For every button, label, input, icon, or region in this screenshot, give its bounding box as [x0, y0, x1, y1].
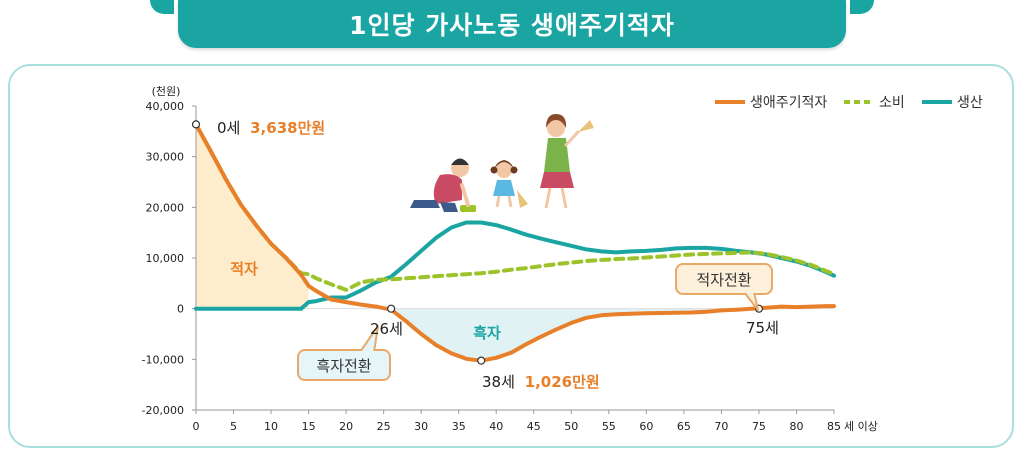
series-line-deficit — [194, 122, 836, 363]
deficit-return-age-label: 75세 — [746, 319, 779, 337]
x-tick-label: 25 — [377, 420, 391, 433]
surplus-turn-callout: 흑자전환 — [297, 325, 391, 381]
x-tick-label: 70 — [714, 420, 728, 433]
y-axis-unit-label: (천원) — [152, 84, 181, 98]
legend: 생애주기적자 소비 생산 — [715, 95, 983, 111]
x-tick-label: 5 — [230, 420, 237, 433]
mother-figure — [540, 114, 594, 209]
x-tick-label: 80 — [789, 420, 803, 433]
deficit-turn-callout: 적자전환 — [675, 263, 773, 311]
x-tick-label: 10 — [264, 420, 278, 433]
legend-label-production: 생산 — [957, 95, 983, 111]
legend-label-deficit: 생애주기적자 — [750, 95, 827, 111]
legend-item-deficit: 생애주기적자 — [715, 95, 827, 111]
x-tick-label: 50 — [564, 420, 578, 433]
title-tab-right — [850, 0, 874, 14]
legend-label-consumption: 소비 — [879, 95, 905, 111]
legend-item-consumption: 소비 — [844, 95, 905, 111]
annotation-point-2 — [477, 356, 486, 365]
annotation-point-1 — [387, 304, 396, 313]
family-housework-illustration — [410, 114, 594, 212]
series-line-production — [194, 220, 836, 311]
surplus-start-age-label: 26세 — [370, 320, 403, 338]
x-tick-label: 75 — [752, 420, 766, 433]
birth-annotation: 0세 3,638만원 — [217, 119, 325, 137]
surplus-region-fill — [391, 308, 752, 361]
x-tick-suffix-label: 세 이상 — [844, 420, 878, 433]
x-tick-label: 45 — [527, 420, 541, 433]
x-tick-label: 35 — [452, 420, 466, 433]
x-tick-label: 60 — [639, 420, 653, 433]
father-figure — [410, 158, 476, 212]
deficit-region-label: 적자 — [230, 260, 258, 278]
series-line-consumption — [194, 122, 836, 292]
y-tick-label: 40,000 — [146, 100, 185, 113]
y-tick-label: -20,000 — [142, 404, 184, 417]
deficit-turn-label: 적자전환 — [696, 271, 751, 289]
y-tick-label: -10,000 — [142, 353, 184, 366]
legend-item-production: 생산 — [922, 95, 983, 111]
chart-title: 1인당 가사노동 생애주기적자 — [178, 0, 846, 48]
peak-age-label: 38세 — [482, 373, 515, 391]
surplus-region-label: 흑자 — [473, 324, 501, 342]
deficit-region-fill — [196, 124, 309, 309]
y-tick-label: 30,000 — [146, 151, 185, 164]
x-tick-label: 85 — [827, 420, 841, 433]
x-tick-label: 20 — [339, 420, 353, 433]
y-tick-label: 10,000 — [146, 252, 185, 265]
x-tick-label: 65 — [677, 420, 691, 433]
surplus-turn-label: 흑자전환 — [316, 357, 371, 375]
y-tick-label: 20,000 — [146, 201, 185, 214]
x-tick-label: 55 — [602, 420, 616, 433]
x-tick-label: 40 — [489, 420, 503, 433]
x-tick-label: 30 — [414, 420, 428, 433]
chart-panel — [8, 64, 1014, 448]
birth-value-label: 3,638만원 — [250, 119, 325, 137]
x-tick-label: 0 — [193, 420, 200, 433]
birth-age-label: 0세 — [217, 119, 240, 137]
y-tick-label: 0 — [177, 303, 184, 316]
title-tab-left — [150, 0, 174, 14]
peak-surplus-annotation: 38세 1,026만원 — [482, 373, 600, 391]
x-tick-label: 15 — [302, 420, 316, 433]
peak-value-label: 1,026만원 — [525, 373, 600, 391]
girl-figure — [490, 160, 528, 208]
annotation-point-0 — [191, 120, 201, 129]
